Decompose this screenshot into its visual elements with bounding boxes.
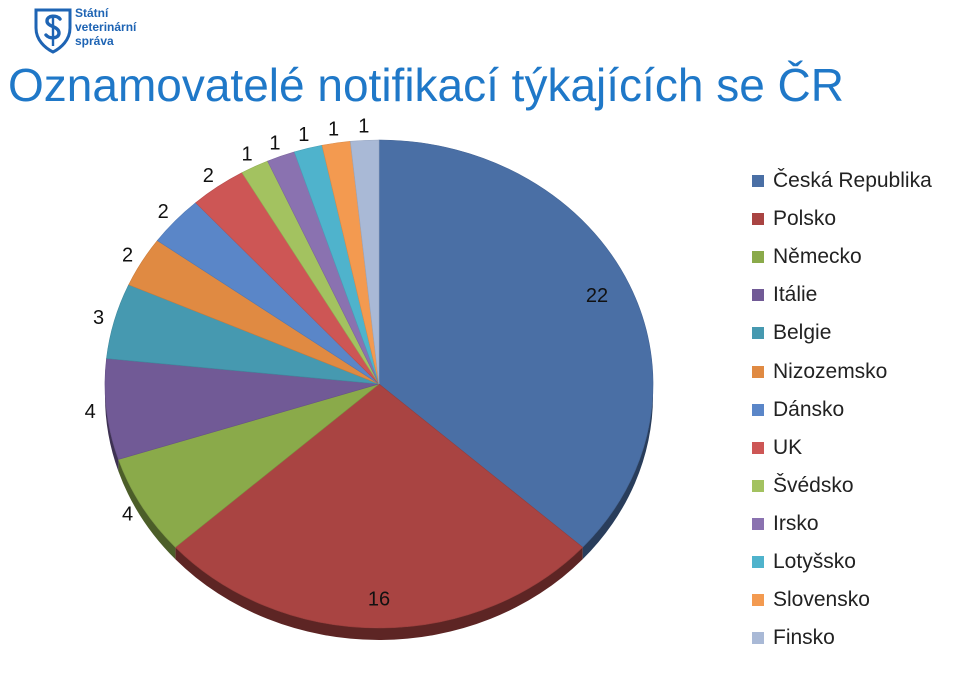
legend-label: Belgie: [773, 321, 832, 345]
legend-label: Slovensko: [773, 588, 870, 612]
data-label: 22: [586, 285, 608, 307]
legend-swatch: [752, 365, 764, 378]
data-label: 1: [328, 119, 339, 141]
legend-item: Belgie: [752, 314, 932, 352]
legend-item: Švédsko: [752, 467, 932, 505]
data-label: 16: [368, 589, 390, 611]
legend-swatch: [752, 632, 764, 645]
legend-item: Finsko: [752, 619, 932, 657]
pie-slice: [350, 139, 380, 385]
legend-swatch: [752, 175, 764, 188]
data-label: 2: [203, 165, 214, 187]
legend-item: Dánsko: [752, 391, 932, 429]
data-label: 3: [93, 307, 104, 329]
logo-line-1: Státní: [75, 6, 109, 20]
legend-label: Dánsko: [773, 397, 845, 421]
legend-item: Polsko: [752, 200, 932, 238]
pie-slice-side: [582, 384, 653, 560]
shield-logo-icon: [34, 8, 72, 54]
legend-swatch: [752, 327, 764, 340]
data-label: 1: [358, 116, 369, 138]
legend-swatch: [752, 213, 764, 226]
legend-item: Itálie: [752, 276, 932, 314]
legend-label: Německo: [773, 245, 862, 269]
pie-slice-side: [175, 547, 583, 640]
legend-label: Nizozemsko: [773, 359, 888, 383]
legend-swatch: [752, 517, 764, 530]
pie-slice-side: [118, 459, 176, 560]
data-label: 1: [269, 133, 280, 155]
chart-legend: Česká Republika Polsko Německo Itálie Belgie…: [752, 162, 932, 657]
pie-slice: [378, 139, 654, 548]
legend-swatch: [752, 251, 764, 264]
legend-swatch: [752, 594, 764, 607]
legend-swatch: [752, 441, 764, 454]
legend-label: Polsko: [773, 207, 837, 231]
data-label: 2: [122, 245, 133, 267]
logo: Státní veterinární správa: [33, 6, 153, 56]
legend-item: Česká Republika: [752, 162, 932, 200]
legend-label: Itálie: [773, 283, 818, 307]
legend-label: Česká Republika: [773, 169, 932, 193]
legend-swatch: [752, 403, 764, 416]
pie-slice: [118, 383, 380, 548]
legend-item: Slovensko: [752, 581, 932, 619]
legend-swatch: [752, 289, 764, 302]
legend-item: Nizozemsko: [752, 352, 932, 390]
page-title: Oznamovatelé notifikací týkajících se ČR: [8, 59, 844, 111]
pie-slice: [104, 358, 380, 460]
legend-label: Lotyšsko: [773, 549, 856, 573]
logo-line-2: veterinární: [75, 20, 137, 34]
data-label: 4: [85, 401, 96, 423]
legend-label: Finsko: [773, 626, 835, 650]
logo-line-3: správa: [75, 34, 114, 48]
legend-swatch: [752, 479, 764, 492]
data-label: 4: [122, 503, 133, 525]
legend-item: UK: [752, 429, 932, 467]
legend-item: Lotyšsko: [752, 543, 932, 581]
pie-slice: [174, 383, 584, 629]
legend-swatch: [752, 555, 764, 568]
data-label: 1: [242, 144, 253, 166]
legend-label: Švédsko: [773, 473, 854, 497]
data-label: 1: [298, 124, 309, 146]
legend-label: UK: [773, 435, 803, 459]
legend-item: Irsko: [752, 505, 932, 543]
logo-text: Státní veterinární správa: [75, 6, 136, 48]
legend-item: Německo: [752, 238, 932, 276]
data-label: 2: [158, 201, 169, 223]
legend-label: Irsko: [773, 511, 819, 535]
